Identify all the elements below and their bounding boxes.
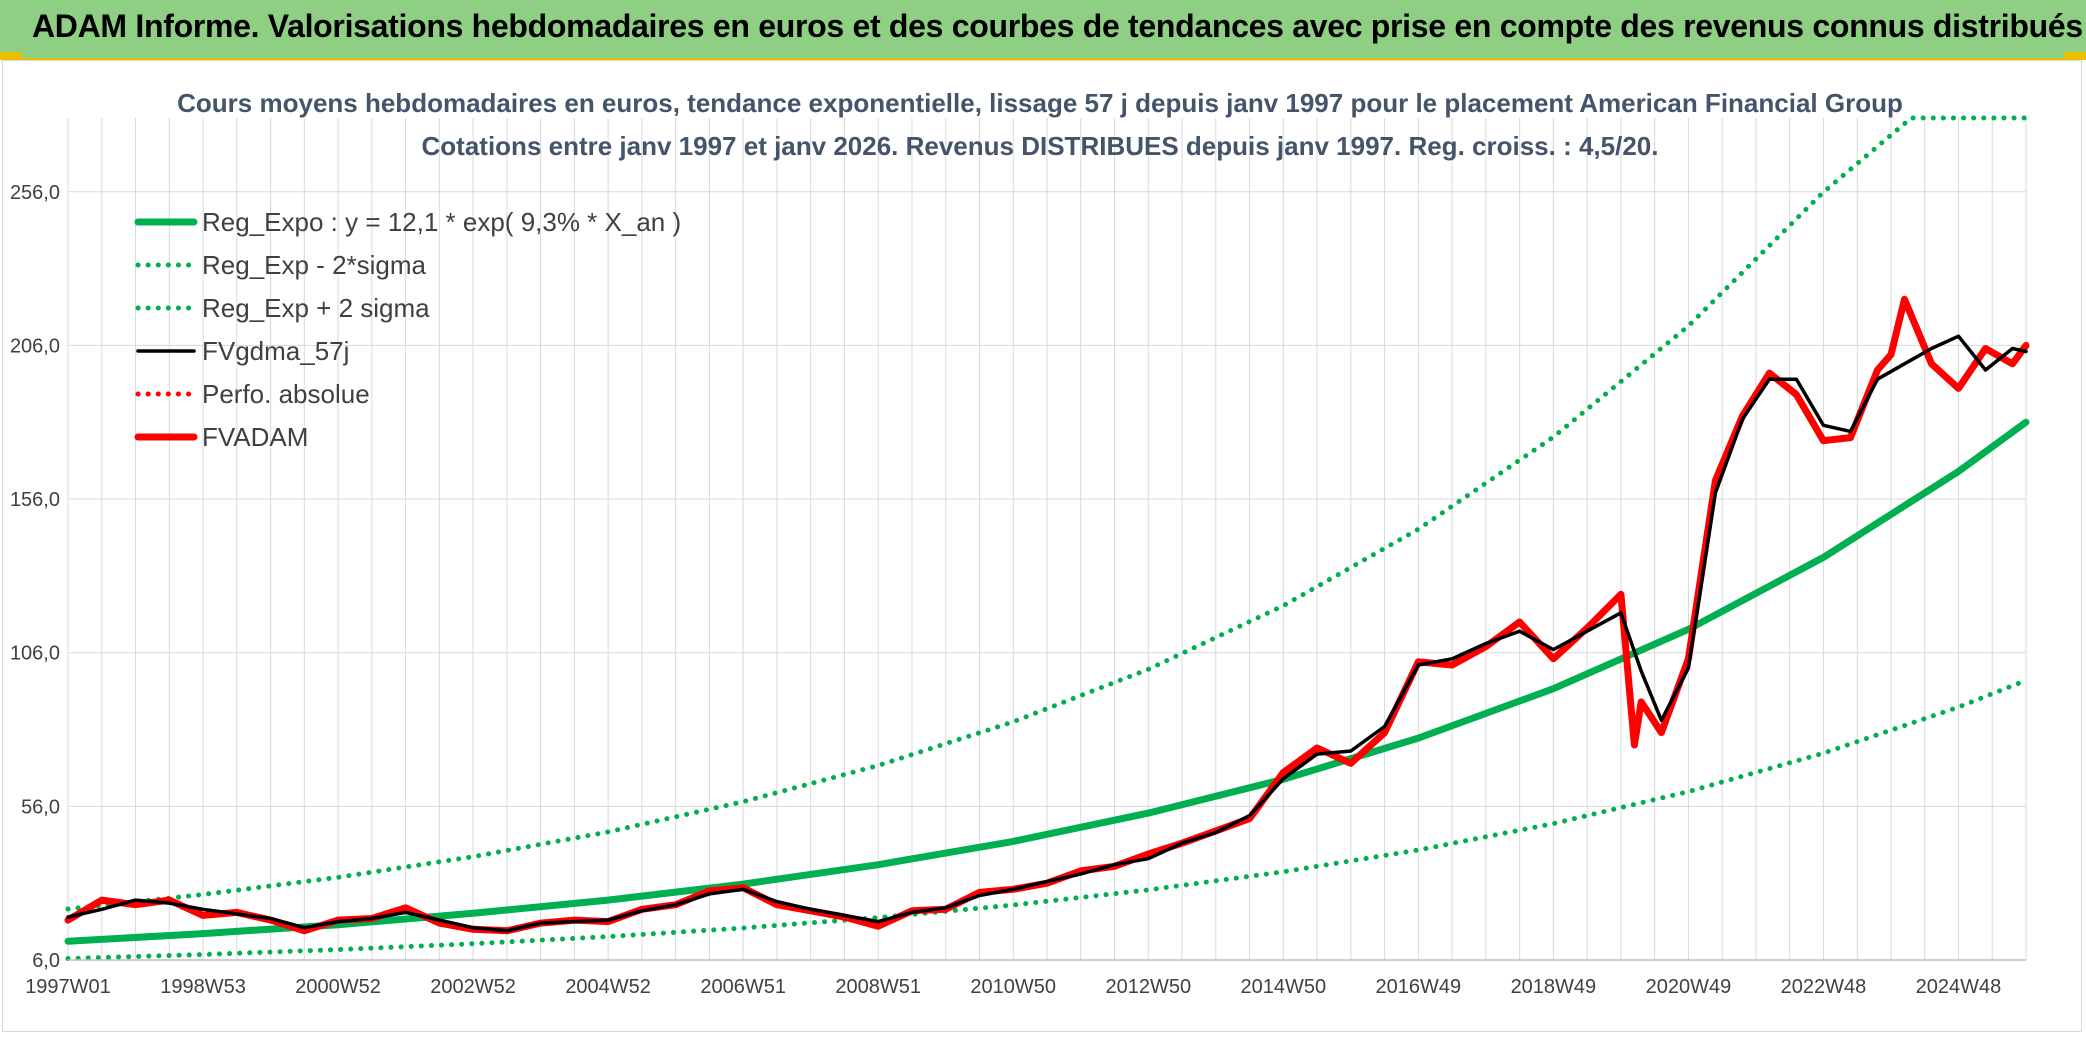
x-tick-label: 2022W48 xyxy=(1781,976,1867,998)
y-tick-label: 106,0 xyxy=(10,643,60,665)
y-tick-label: 6,0 xyxy=(32,950,60,972)
x-tick-label: 2024W48 xyxy=(1916,976,2002,998)
series-group xyxy=(64,115,2030,961)
legend-label: Reg_Exp + 2 sigma xyxy=(202,293,430,323)
x-tick-label: 1998W53 xyxy=(160,976,246,998)
x-tick-label: 2018W49 xyxy=(1511,976,1597,998)
grid xyxy=(67,118,2027,961)
x-tick-label: 2000W52 xyxy=(295,976,381,998)
x-tick-label: 2014W50 xyxy=(1240,976,1326,998)
x-tick-label: 2016W49 xyxy=(1376,976,1462,998)
x-tick-label: 2006W51 xyxy=(700,976,786,998)
x-tick-label: 2004W52 xyxy=(565,976,651,998)
banner-corner-right xyxy=(2064,52,2086,60)
x-tick-label: 2012W50 xyxy=(1105,976,1191,998)
legend-label: Reg_Exp - 2*sigma xyxy=(202,250,427,280)
chart-title: Cours moyens hebdomadaires en euros, ten… xyxy=(177,88,1903,118)
legend-label: Perfo. absolue xyxy=(202,379,370,409)
y-tick-label: 156,0 xyxy=(10,489,60,511)
axes: 6,0 56,0 106,0 156,0 206,0 256,0 1997W01 1998W5… xyxy=(10,182,2026,998)
legend: Reg_Expo : y = 12,1 * exp( 9,3% * X_an )… xyxy=(134,207,681,452)
chart-frame xyxy=(2,60,2082,1032)
report-banner-title: ADAM Informe. Valorisations hebdomadaire… xyxy=(32,8,2083,44)
chart-subtitle: Cotations entre janv 1997 et janv 2026. … xyxy=(422,131,1659,161)
legend-label: FVADAM xyxy=(202,422,308,452)
x-tick-label: 2008W51 xyxy=(835,976,921,998)
series-line-fvgdma-57j xyxy=(66,334,2028,933)
x-tick-label: 2010W50 xyxy=(970,976,1056,998)
y-tick-label: 256,0 xyxy=(10,182,60,204)
x-tick-label: 2020W49 xyxy=(1646,976,1732,998)
series-line-reg-expo-y-12-1-exp-9-3-x-an xyxy=(64,418,2030,945)
legend-label: FVgdma_57j xyxy=(202,336,349,366)
series-line-reg-exp-2-sigma xyxy=(65,115,2029,912)
x-tick-label: 2002W52 xyxy=(430,976,516,998)
y-tick-label: 206,0 xyxy=(10,335,60,357)
x-tick-label: 1997W01 xyxy=(25,976,111,998)
y-tick-label: 56,0 xyxy=(21,796,60,818)
legend-label: Reg_Expo : y = 12,1 * exp( 9,3% * X_an ) xyxy=(202,207,681,237)
banner-corner-left xyxy=(0,52,22,60)
report-banner: ADAM Informe. Valorisations hebdomadaire… xyxy=(0,0,2086,60)
